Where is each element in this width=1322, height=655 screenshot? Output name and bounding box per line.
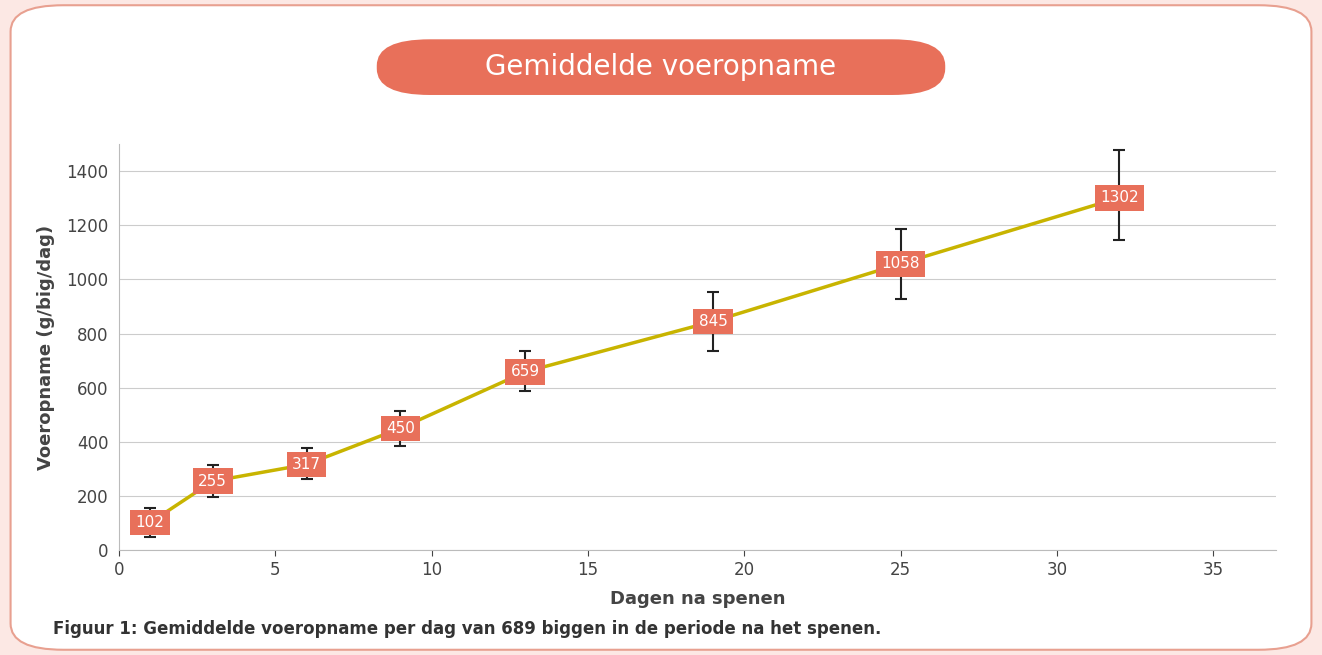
Text: 1058: 1058: [882, 256, 920, 271]
Text: 845: 845: [698, 314, 727, 329]
Text: 317: 317: [292, 457, 321, 472]
Text: 1302: 1302: [1100, 190, 1138, 205]
Text: 255: 255: [198, 474, 227, 489]
Text: 450: 450: [386, 421, 415, 436]
Text: Figuur 1: Gemiddelde voeropname per dag van 689 biggen in de periode na het spen: Figuur 1: Gemiddelde voeropname per dag …: [53, 620, 882, 638]
X-axis label: Dagen na spenen: Dagen na spenen: [609, 590, 785, 608]
Y-axis label: Voeropname (g/big/dag): Voeropname (g/big/dag): [37, 225, 56, 470]
Text: 102: 102: [136, 515, 165, 530]
Text: 659: 659: [510, 364, 539, 379]
Text: Gemiddelde voeropname: Gemiddelde voeropname: [485, 54, 837, 81]
